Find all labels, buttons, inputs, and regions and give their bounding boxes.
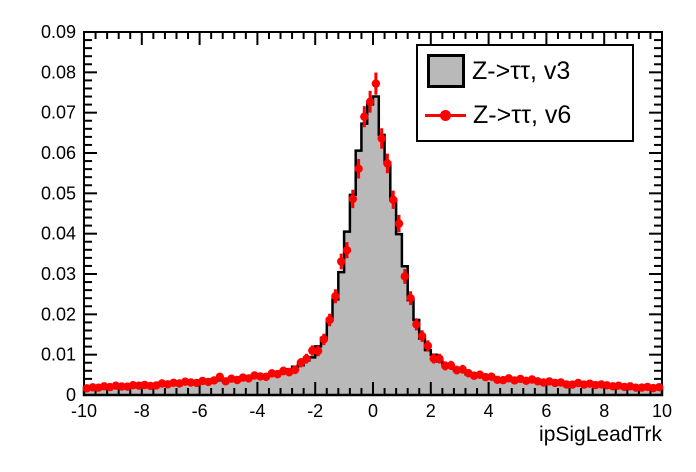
plot-frame-and-ticks xyxy=(83,31,663,396)
x-axis-title: ipSigLeadTrk xyxy=(539,423,662,446)
data-point-v6 xyxy=(406,294,415,303)
data-point-v6 xyxy=(365,97,375,107)
data-point-v6 xyxy=(302,354,311,363)
x-tick-label: -2 xyxy=(307,401,323,421)
data-point-v6 xyxy=(435,354,444,363)
legend-entry-v6: Z->ττ, v6 xyxy=(418,93,632,137)
data-point-v6 xyxy=(342,246,352,255)
y-tick-label: 0.01 xyxy=(41,345,76,365)
data-point-v6 xyxy=(389,195,398,204)
legend-marker-dot xyxy=(440,110,451,121)
data-point-v6 xyxy=(337,257,346,266)
data-point-v6 xyxy=(446,361,456,370)
data-point-v6 xyxy=(354,164,363,173)
data-point-v6 xyxy=(417,331,427,341)
x-tick-label: 6 xyxy=(541,401,551,421)
data-point-v6 xyxy=(412,320,421,329)
y-tick-label: 0.09 xyxy=(41,22,76,42)
x-tick-label: 8 xyxy=(599,401,609,421)
data-point-v6 xyxy=(400,272,409,281)
data-point-v6 xyxy=(377,134,386,143)
x-tick-label: -6 xyxy=(192,401,208,421)
y-tick-label: 0.06 xyxy=(41,143,76,163)
legend-swatch-filled-icon xyxy=(427,54,465,88)
data-point-v6 xyxy=(215,372,224,381)
data-point-v6 xyxy=(319,335,329,344)
data-point-v6 xyxy=(654,383,664,392)
x-tick-label: 2 xyxy=(426,401,436,421)
y-tick-label: 0.08 xyxy=(41,62,76,82)
x-tick-label: 10 xyxy=(652,401,672,421)
y-tick-label: 0 xyxy=(66,385,76,405)
axis-tick-labels: -10 -8 -6 -4 -2 0 2 4 6 8 10 0 0.01 0.02 0.03 0.04 0.05 0… xyxy=(41,22,672,421)
legend-label-v6: Z->ττ, v6 xyxy=(473,100,572,129)
data-point-v6 xyxy=(313,346,323,356)
legend-marker-point-icon xyxy=(425,93,466,137)
data-point-v6 xyxy=(331,292,340,301)
y-tick-label: 0.03 xyxy=(41,264,76,284)
x-tick-label: 0 xyxy=(368,401,378,421)
x-tick-label: 4 xyxy=(484,401,494,421)
data-point-v6 xyxy=(290,365,300,374)
data-point-v6 xyxy=(325,315,334,325)
data-point-v6 xyxy=(348,194,357,204)
x-tick-label: -4 xyxy=(249,401,265,421)
legend-box: Z->ττ, v3 Z->ττ, v6 xyxy=(416,44,634,142)
data-point-v6 xyxy=(429,354,438,363)
x-tick-label: -8 xyxy=(134,401,150,421)
y-tick-label: 0.05 xyxy=(41,183,76,203)
y-tick-label: 0.02 xyxy=(41,304,76,324)
legend-entry-v3: Z->ττ, v3 xyxy=(418,49,632,93)
series-v6-points xyxy=(82,72,664,393)
x-tick-label: -10 xyxy=(71,401,97,421)
y-tick-label: 0.04 xyxy=(41,224,76,244)
data-point-v6 xyxy=(562,380,571,389)
y-tick-label: 0.07 xyxy=(41,103,76,123)
legend-label-v3: Z->ττ, v3 xyxy=(472,56,571,85)
data-point-v6 xyxy=(360,112,369,121)
data-point-v6 xyxy=(631,383,641,392)
data-point-v6 xyxy=(423,341,433,350)
data-point-v6 xyxy=(371,79,381,88)
data-point-v6 xyxy=(394,219,404,228)
data-point-v6 xyxy=(383,159,392,168)
